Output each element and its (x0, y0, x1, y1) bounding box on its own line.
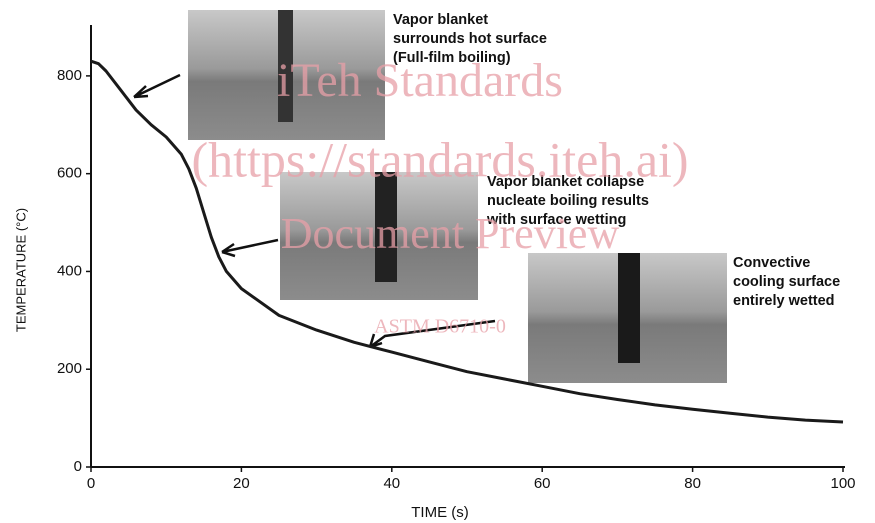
x-tick-label: 60 (534, 475, 551, 492)
line (90, 59, 844, 424)
watermark: ASTM D6710-0 (374, 316, 506, 338)
y-tick-label: 400 (57, 262, 82, 279)
annotation: (Full-film boiling) (393, 50, 511, 66)
annotation: entirely wetted (733, 293, 835, 309)
annotation: Convective (733, 255, 810, 271)
annotation: nucleate boiling results (487, 193, 649, 209)
y-tick-label: 600 (57, 165, 82, 182)
x-tick-label: 0 (87, 475, 95, 492)
watermark: iTeh Standards (277, 54, 563, 107)
watermark: Document Preview (281, 209, 620, 258)
annotation: with surface wetting (486, 212, 626, 228)
x-tick-label: 40 (383, 475, 400, 492)
annotation: cooling surface (733, 274, 840, 290)
y-axis-label: TEMPERATURE (°C) (13, 208, 28, 332)
x-tick-label: 80 (684, 475, 701, 492)
specimen (278, 10, 293, 122)
x-axis-label: TIME (s) (411, 504, 469, 521)
arrows (133, 73, 496, 349)
specimen (618, 253, 640, 363)
specimen (375, 172, 397, 282)
y-tick-label: 0 (74, 458, 82, 475)
annotation: Vapor blanket collapse (487, 174, 644, 190)
watermark: (https://standards.iteh.ai) (191, 131, 688, 187)
x-tick-label: 20 (233, 475, 250, 492)
photo-insets (188, 10, 727, 383)
y-tick-label: 200 (57, 360, 82, 377)
annotation: Vapor blanket (393, 12, 488, 28)
y-tick-label: 800 (57, 67, 82, 84)
annotation: surrounds hot surface (393, 31, 547, 47)
arrow (221, 238, 279, 258)
arrow (133, 73, 181, 99)
x-tick-label: 100 (830, 475, 855, 492)
